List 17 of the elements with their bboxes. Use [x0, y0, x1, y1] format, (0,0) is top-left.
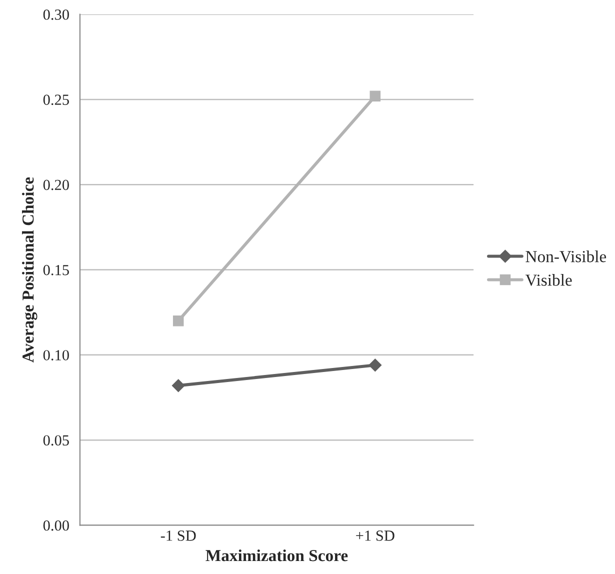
y-tick-label: 0.05: [43, 435, 69, 446]
y-tick-label: 0.10: [43, 350, 69, 360]
y-axis-title: Average Positional Choice: [22, 177, 38, 363]
y-tick-label: 0.30: [43, 9, 69, 20]
x-tick-label: -1 SD: [160, 530, 196, 541]
legend-label: Visible: [525, 274, 572, 286]
y-tick-label: 0.00: [43, 520, 69, 531]
point: [370, 90, 381, 102]
y-tick-label: 0.25: [43, 94, 69, 106]
x-axis-title: Maximization Score: [206, 549, 348, 562]
x-tick-label: +1 SD: [356, 530, 394, 541]
point: [368, 358, 382, 372]
y-tick-label: 0.20: [43, 180, 69, 190]
legend-label: Non-Visible: [526, 250, 606, 262]
y-tick-label: 0.15: [43, 264, 69, 276]
point: [172, 379, 185, 392]
point: [172, 315, 184, 326]
